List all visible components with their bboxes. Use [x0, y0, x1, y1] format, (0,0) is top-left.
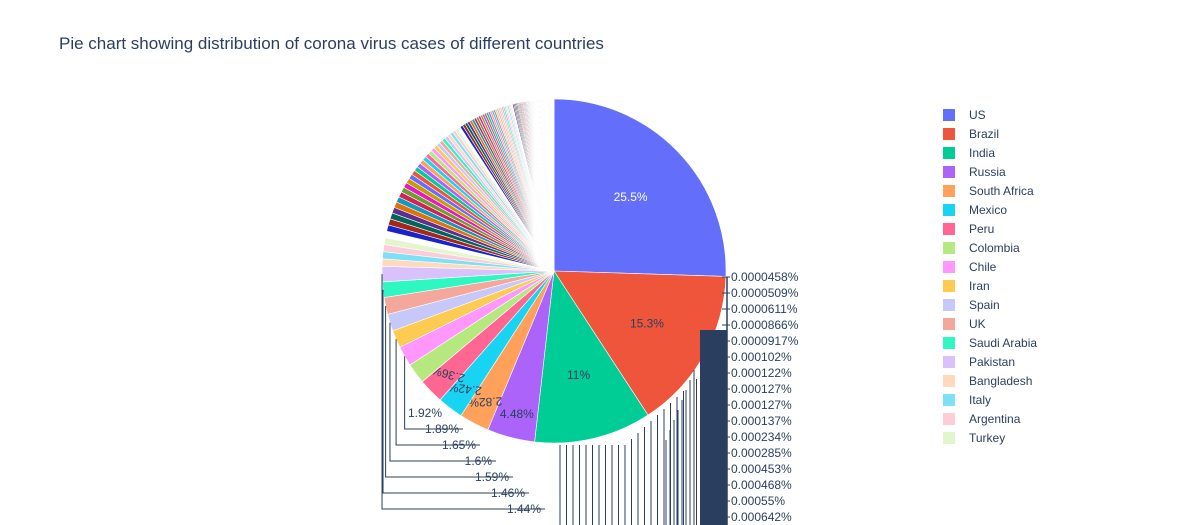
tail-slice-label: 0.000137%: [731, 414, 792, 428]
legend-item[interactable]: Italy: [943, 390, 1037, 409]
tail-slice-label: 0.000642%: [731, 510, 792, 524]
legend-label: Argentina: [969, 411, 1021, 426]
label-connector: [395, 339, 480, 446]
tail-slice-label: 0.0000866%: [731, 318, 799, 332]
legend-label: Russia: [969, 164, 1006, 179]
legend-item[interactable]: Chile: [943, 257, 1037, 276]
legend-item[interactable]: Colombia: [943, 238, 1037, 257]
legend-swatch: [943, 146, 955, 159]
label-connector: [385, 306, 513, 478]
legend-swatch: [943, 431, 955, 444]
slice-label: 2.42%: [447, 380, 483, 398]
tail-slice-label: 0.0000509%: [731, 286, 799, 300]
label-connector: [382, 289, 529, 494]
slice-label: 1.6%: [465, 454, 493, 468]
tail-slice-label: 0.000127%: [731, 398, 792, 412]
legend-swatch: [943, 317, 955, 330]
slice-label: 2.82%: [468, 394, 503, 409]
tail-slice-label: 0.0000611%: [731, 302, 798, 316]
chart-legend: US Brazil India Russia South Africa Mexico Per…: [943, 105, 1037, 447]
legend-label: Saudi Arabia: [969, 335, 1038, 350]
legend-label: Pakistan: [969, 354, 1016, 369]
legend-swatch: [943, 127, 955, 140]
legend-item[interactable]: UK: [943, 314, 1037, 333]
legend-item[interactable]: Iran: [943, 276, 1037, 295]
legend-swatch: [943, 184, 955, 197]
legend-swatch: [943, 108, 955, 121]
legend-item[interactable]: Saudi Arabia: [943, 333, 1037, 352]
tail-slice-label: 0.000122%: [731, 366, 792, 380]
legend-label: US: [969, 107, 986, 122]
tail-slice-label: 0.000285%: [731, 446, 792, 460]
legend-swatch: [943, 260, 955, 273]
legend-label: Spain: [969, 297, 1000, 312]
legend-item[interactable]: Russia: [943, 162, 1037, 181]
legend-swatch: [943, 412, 955, 425]
tail-slice-label: 0.00055%: [731, 494, 785, 508]
legend-item[interactable]: US: [943, 105, 1037, 124]
label-connector: [404, 356, 463, 430]
slice-label: 15.3%: [630, 316, 664, 330]
legend-item[interactable]: Mexico: [943, 200, 1037, 219]
tail-slice-label: 0.000453%: [731, 462, 792, 476]
chart-title: Pie chart showing distribution of corona…: [59, 34, 604, 53]
legend-label: Colombia: [969, 240, 1020, 255]
legend-swatch: [943, 165, 955, 178]
label-connector: [389, 322, 496, 462]
slice-label: 1.44%: [507, 502, 541, 516]
slice-label: 25.5%: [614, 190, 648, 204]
slice-label: 1.92%: [408, 406, 442, 420]
legend-swatch: [943, 355, 955, 368]
legend-label: Mexico: [969, 202, 1008, 217]
legend-label: Brazil: [969, 126, 1000, 141]
legend-item[interactable]: Peru: [943, 219, 1037, 238]
legend-swatch: [943, 374, 955, 387]
legend-label: Iran: [969, 278, 990, 293]
legend-label: Turkey: [969, 430, 1006, 445]
tail-slice-label: 0.000102%: [731, 350, 792, 364]
slice-label: 1.59%: [475, 470, 509, 484]
legend-label: Italy: [969, 392, 992, 407]
slice-label: 1.46%: [491, 486, 525, 500]
tail-slice-label: 0.000234%: [731, 430, 792, 444]
legend-item[interactable]: India: [943, 143, 1037, 162]
legend-label: Chile: [969, 259, 997, 274]
legend-swatch: [943, 222, 955, 235]
legend-item[interactable]: Spain: [943, 295, 1037, 314]
legend-swatch: [943, 241, 955, 254]
pie-slice: [534, 270, 649, 444]
slice-label: 4.48%: [500, 407, 534, 421]
legend-swatch: [943, 203, 955, 216]
label-connector: [381, 274, 545, 510]
pie-slice: [553, 98, 727, 277]
tail-slice-label: 0.000468%: [731, 478, 792, 492]
slice-label: 1.65%: [442, 438, 476, 452]
slice-label: 1.89%: [425, 422, 459, 436]
legend-item[interactable]: South Africa: [943, 181, 1037, 200]
legend-item[interactable]: Bangladesh: [943, 371, 1037, 390]
legend-item[interactable]: Pakistan: [943, 352, 1037, 371]
tail-slice-label: 0.000127%: [731, 382, 792, 396]
legend-item[interactable]: Brazil: [943, 124, 1037, 143]
tail-slice-label: 0.0000917%: [731, 334, 799, 348]
legend-swatch: [943, 279, 955, 292]
label-connector-block: [700, 330, 727, 525]
legend-label: Peru: [969, 221, 995, 236]
legend-swatch: [943, 336, 955, 349]
legend-item[interactable]: Argentina: [943, 409, 1037, 428]
legend-label: Bangladesh: [969, 373, 1033, 388]
legend-label: India: [969, 145, 996, 160]
tail-slice-label: 0.0000458%: [731, 270, 799, 284]
legend-label: UK: [969, 316, 986, 331]
legend-item[interactable]: Turkey: [943, 428, 1037, 447]
legend-label: South Africa: [969, 183, 1034, 198]
slice-label: 11%: [567, 368, 590, 382]
legend-swatch: [943, 298, 955, 311]
legend-swatch: [943, 393, 955, 406]
